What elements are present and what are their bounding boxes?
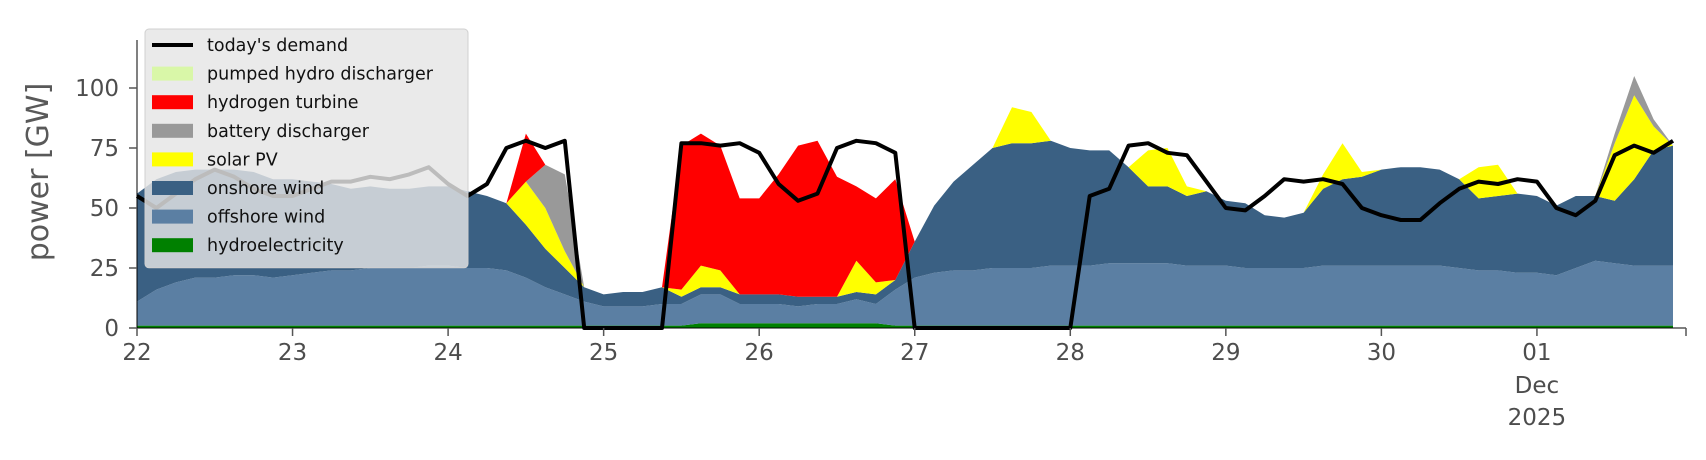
y-tick-label: 75 xyxy=(90,136,119,162)
y-axis-label: power [GW] xyxy=(21,83,56,262)
legend-swatch xyxy=(152,95,193,110)
x-tick-label: 29 xyxy=(1211,340,1240,366)
legend-label: hydroelectricity xyxy=(207,236,344,256)
legend-swatch xyxy=(152,238,193,253)
legend-label: battery discharger xyxy=(207,122,370,142)
x-tick-label: 23 xyxy=(278,340,307,366)
legend-label: hydrogen turbine xyxy=(207,93,359,113)
y-tick-label: 25 xyxy=(90,256,119,282)
legend-label: onshore wind xyxy=(207,179,324,199)
legend: today's demand pumped hydro discharger hyd… xyxy=(144,28,469,269)
x-tick-label: 27 xyxy=(900,340,929,366)
x-tick-label: 26 xyxy=(745,340,774,366)
legend-label: solar PV xyxy=(207,150,278,170)
y-tick-label: 50 xyxy=(90,196,119,222)
x-tick-label: 22 xyxy=(122,340,151,366)
x-tick-sublabel: Dec xyxy=(1515,373,1560,399)
legend-label: offshore wind xyxy=(207,208,325,228)
legend-swatch xyxy=(152,66,193,81)
legend-label: pumped hydro discharger xyxy=(207,65,434,85)
x-tick-label: 28 xyxy=(1056,340,1085,366)
x-tick-sublabel: 2025 xyxy=(1508,405,1567,431)
x-tick-label: 01 xyxy=(1522,340,1551,366)
legend-swatch xyxy=(152,209,193,224)
area-onshore-wind xyxy=(137,140,1673,307)
y-axis: 0 25 50 75 100 xyxy=(75,40,138,342)
x-tick-label: 30 xyxy=(1367,340,1396,366)
x-axis: 22 23 24 25 26 27 28 29 30 01 Dec 2025 xyxy=(122,327,1687,431)
x-tick-label: 25 xyxy=(589,340,618,366)
legend-swatch xyxy=(152,123,193,138)
legend-label: today's demand xyxy=(207,36,348,56)
area-offshore-wind xyxy=(137,260,1673,326)
y-tick-label: 100 xyxy=(75,76,119,102)
y-tick-label: 0 xyxy=(104,316,119,342)
x-tick-label: 24 xyxy=(433,340,462,366)
legend-swatch xyxy=(152,152,193,167)
legend-box xyxy=(144,28,469,269)
legend-swatch xyxy=(152,181,193,195)
